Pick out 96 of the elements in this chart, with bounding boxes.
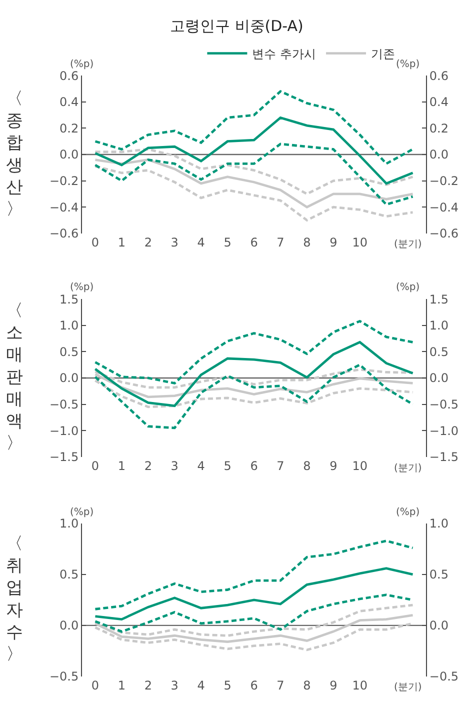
x-tick-label: 10 bbox=[352, 458, 368, 473]
x-axis-title: (분기) bbox=[394, 239, 422, 250]
x-tick-label: 3 bbox=[170, 458, 178, 473]
y2-tick-label: 0.0 bbox=[429, 618, 448, 633]
y-tick-label: 1.0 bbox=[60, 516, 79, 531]
y2-tick-label: −1.5 bbox=[429, 450, 459, 464]
y2-tick-label: 0.4 bbox=[429, 95, 448, 110]
y2-tick-label: 0.0 bbox=[429, 371, 448, 386]
x-tick-label: 9 bbox=[330, 458, 338, 473]
line-series bbox=[94, 158, 414, 208]
x-tick-label: 5 bbox=[224, 458, 232, 473]
x-tick-label: 6 bbox=[250, 235, 258, 250]
y2-axis-title: (%p) bbox=[396, 282, 420, 293]
y-tick-label: 0.4 bbox=[60, 95, 79, 110]
y2-tick-label: 1.0 bbox=[429, 318, 448, 333]
x-tick-label: 6 bbox=[250, 678, 258, 692]
y2-tick-label: −0.4 bbox=[429, 200, 459, 214]
x-tick-label: 1 bbox=[118, 235, 126, 250]
y2-tick-label: −0.5 bbox=[429, 397, 459, 412]
x-tick-label: 10 bbox=[352, 235, 368, 250]
x-tick-label: 7 bbox=[276, 678, 284, 692]
line-series bbox=[94, 540, 414, 610]
y2-tick-label: 0.5 bbox=[429, 344, 448, 359]
x-tick-label: 0 bbox=[91, 458, 100, 473]
legend-label: 기존 bbox=[371, 46, 396, 61]
y2-axis-title: (%p) bbox=[396, 507, 420, 518]
x-tick-label: 6 bbox=[250, 458, 258, 473]
y2-tick-label: 0.0 bbox=[429, 148, 448, 162]
x-tick-label: 8 bbox=[303, 458, 311, 473]
line-series bbox=[94, 320, 414, 384]
y-tick-label: −0.6 bbox=[49, 226, 79, 241]
y2-tick-label: −0.5 bbox=[429, 670, 459, 684]
line-series bbox=[94, 90, 414, 165]
y-tick-label: 1.5 bbox=[60, 292, 79, 306]
line-series bbox=[94, 142, 414, 206]
y-tick-label: 0.5 bbox=[60, 568, 79, 582]
x-tick-label: 9 bbox=[330, 678, 338, 692]
x-tick-label: 4 bbox=[197, 235, 205, 250]
x-tick-label: 7 bbox=[276, 458, 284, 473]
y-axis-title: (%p) bbox=[70, 59, 94, 70]
y2-tick-label: −0.6 bbox=[429, 226, 459, 241]
y-tick-label: −0.5 bbox=[49, 670, 79, 684]
x-tick-label: 5 bbox=[224, 235, 232, 250]
x-axis-title: (분기) bbox=[394, 682, 422, 693]
y-tick-label: −0.2 bbox=[49, 174, 79, 188]
x-tick-label: 2 bbox=[144, 235, 152, 250]
y-tick-label: 0.0 bbox=[60, 618, 79, 633]
text: 〈소매판매액〉 bbox=[6, 301, 23, 454]
x-tick-label: 0 bbox=[91, 678, 100, 692]
line-series bbox=[94, 340, 414, 408]
text: 〈종합생산〉 bbox=[6, 89, 23, 220]
y2-tick-label: −0.2 bbox=[429, 174, 459, 188]
x-tick-label: 7 bbox=[276, 235, 284, 250]
line-series bbox=[94, 364, 414, 430]
x-tick-label: 9 bbox=[330, 235, 338, 250]
y-tick-label: 0.0 bbox=[60, 371, 79, 386]
line-series bbox=[94, 567, 414, 621]
x-tick-label: 2 bbox=[144, 678, 152, 692]
y-tick-label: −0.5 bbox=[49, 397, 79, 412]
x-tick-label: 3 bbox=[170, 678, 178, 692]
line-series bbox=[94, 379, 414, 408]
line-series bbox=[94, 165, 414, 222]
y-tick-label: 0.6 bbox=[60, 68, 79, 83]
y-tick-label: 1.0 bbox=[60, 318, 79, 333]
x-tick-label: 0 bbox=[91, 235, 100, 250]
y2-tick-label: 0.6 bbox=[429, 68, 448, 83]
y-tick-label: −1.0 bbox=[49, 424, 79, 438]
y2-tick-label: 1.5 bbox=[429, 292, 448, 306]
y2-tick-label: 1.0 bbox=[429, 516, 448, 531]
y-tick-label: −1.5 bbox=[49, 450, 79, 464]
y-tick-label: 0.2 bbox=[60, 121, 79, 136]
x-tick-label: 8 bbox=[303, 678, 311, 692]
x-tick-label: 3 bbox=[170, 235, 178, 250]
x-tick-label: 2 bbox=[144, 458, 152, 473]
line-series bbox=[94, 116, 414, 185]
x-tick-label: 5 bbox=[224, 678, 232, 692]
y2-tick-label: 0.5 bbox=[429, 568, 448, 582]
y2-tick-label: −1.0 bbox=[429, 424, 459, 438]
y-tick-label: 0.0 bbox=[60, 148, 79, 162]
text: 〈취업자수〉 bbox=[6, 534, 23, 664]
x-tick-label: 1 bbox=[118, 458, 126, 473]
line-series bbox=[94, 148, 414, 196]
legend-label: 변수 추가시 bbox=[252, 46, 316, 61]
x-tick-label: 4 bbox=[197, 458, 205, 473]
x-tick-label: 8 bbox=[303, 235, 311, 250]
y-axis-title: (%p) bbox=[70, 507, 94, 518]
y2-axis-title: (%p) bbox=[396, 59, 420, 70]
chart-title: 고령인구 비중(D-A) bbox=[170, 17, 304, 35]
y-tick-label: 0.5 bbox=[60, 344, 79, 359]
y-tick-label: −0.4 bbox=[49, 200, 79, 214]
y-axis-title: (%p) bbox=[70, 282, 94, 293]
x-axis-title: (분기) bbox=[394, 463, 422, 474]
x-tick-label: 10 bbox=[352, 678, 368, 692]
x-tick-label: 1 bbox=[118, 678, 126, 692]
x-tick-label: 4 bbox=[197, 678, 205, 692]
y2-tick-label: 0.2 bbox=[429, 121, 448, 136]
